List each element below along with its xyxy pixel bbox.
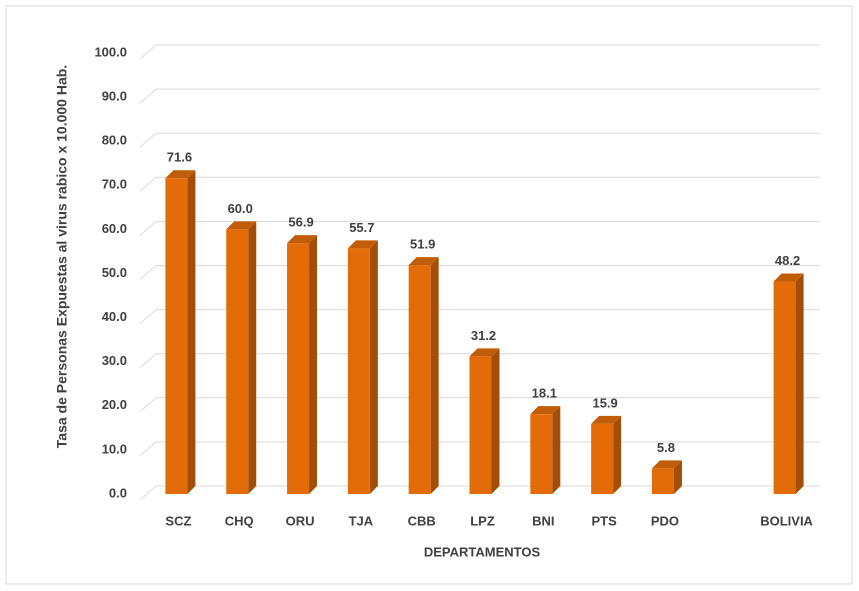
- bar: [530, 414, 553, 494]
- bar-top: [591, 415, 622, 424]
- bar-top: [469, 348, 500, 357]
- bar: [347, 248, 370, 494]
- bar-side: [795, 273, 804, 494]
- x-tick-label: TJA: [349, 513, 374, 528]
- bar-top: [408, 257, 439, 266]
- bar-side: [552, 406, 561, 494]
- y-tick-label: 10.0: [102, 441, 127, 456]
- y-tick-label: 30.0: [102, 353, 127, 368]
- value-label: 71.6: [167, 150, 192, 165]
- bar-top: [347, 240, 378, 249]
- y-tick-label: 60.0: [102, 221, 127, 236]
- bar-side: [248, 221, 257, 494]
- grid-line: [139, 353, 820, 369]
- grid-line: [139, 265, 820, 280]
- value-label: 18.1: [532, 386, 557, 401]
- grid-line: [139, 397, 820, 413]
- grid-line: [139, 132, 820, 148]
- x-tick-label: LPZ: [470, 513, 495, 528]
- value-label: 60.0: [228, 201, 253, 216]
- grid-line: [139, 88, 820, 104]
- bar-top: [287, 235, 318, 244]
- bar-top: [165, 170, 196, 179]
- grid-line: [139, 220, 820, 236]
- value-label: 56.9: [288, 215, 313, 230]
- bar-side: [491, 348, 500, 494]
- x-tick-label: SCZ: [165, 513, 191, 528]
- y-tick-label: 50.0: [102, 265, 127, 280]
- value-label: 5.8: [657, 440, 675, 455]
- y-tick-label: 20.0: [102, 397, 127, 412]
- bar: [408, 265, 431, 494]
- bar: [591, 423, 614, 494]
- x-tick-label: BNI: [532, 513, 554, 528]
- value-label: 48.2: [775, 253, 800, 268]
- bar: [165, 178, 188, 494]
- y-tick-label: 40.0: [102, 309, 127, 324]
- y-axis-title: Tasa de Personas Expuestas al virus rabi…: [53, 64, 70, 449]
- bar: [226, 229, 249, 494]
- x-tick-label: PDO: [651, 513, 679, 528]
- y-tick-label: 0.0: [109, 485, 127, 500]
- bar: [469, 356, 492, 494]
- x-tick-label: CBB: [408, 513, 436, 528]
- value-label: 31.2: [471, 328, 496, 343]
- bar-side: [613, 415, 622, 494]
- y-tick-label: 100.0: [94, 44, 127, 59]
- x-tick-label: CHQ: [225, 513, 254, 528]
- y-tick-label: 90.0: [102, 89, 127, 104]
- bar-top: [651, 460, 682, 469]
- x-tick-label: ORU: [286, 513, 315, 528]
- bar-top: [226, 221, 257, 230]
- grid-line: [139, 44, 820, 60]
- grid-line: [139, 309, 820, 324]
- bar-side: [673, 460, 682, 494]
- bar-side: [187, 170, 196, 494]
- bar-side: [309, 235, 318, 495]
- y-tick-label: 70.0: [102, 177, 127, 192]
- bar-top: [773, 273, 804, 282]
- bar-side: [430, 257, 439, 494]
- bar-top: [530, 406, 561, 415]
- value-label: 15.9: [592, 395, 617, 410]
- value-label: 51.9: [410, 237, 435, 252]
- value-label: 55.7: [349, 220, 374, 235]
- grid-line: [139, 176, 820, 192]
- x-tick-label: PTS: [591, 513, 617, 528]
- bar: [773, 281, 796, 494]
- x-tick-label: BOLIVIA: [760, 513, 813, 528]
- bar-side: [369, 240, 378, 494]
- y-tick-label: 80.0: [102, 133, 127, 148]
- x-axis-title: DEPARTAMENTOS: [424, 544, 541, 559]
- bar: [651, 468, 674, 494]
- bar: [287, 243, 310, 494]
